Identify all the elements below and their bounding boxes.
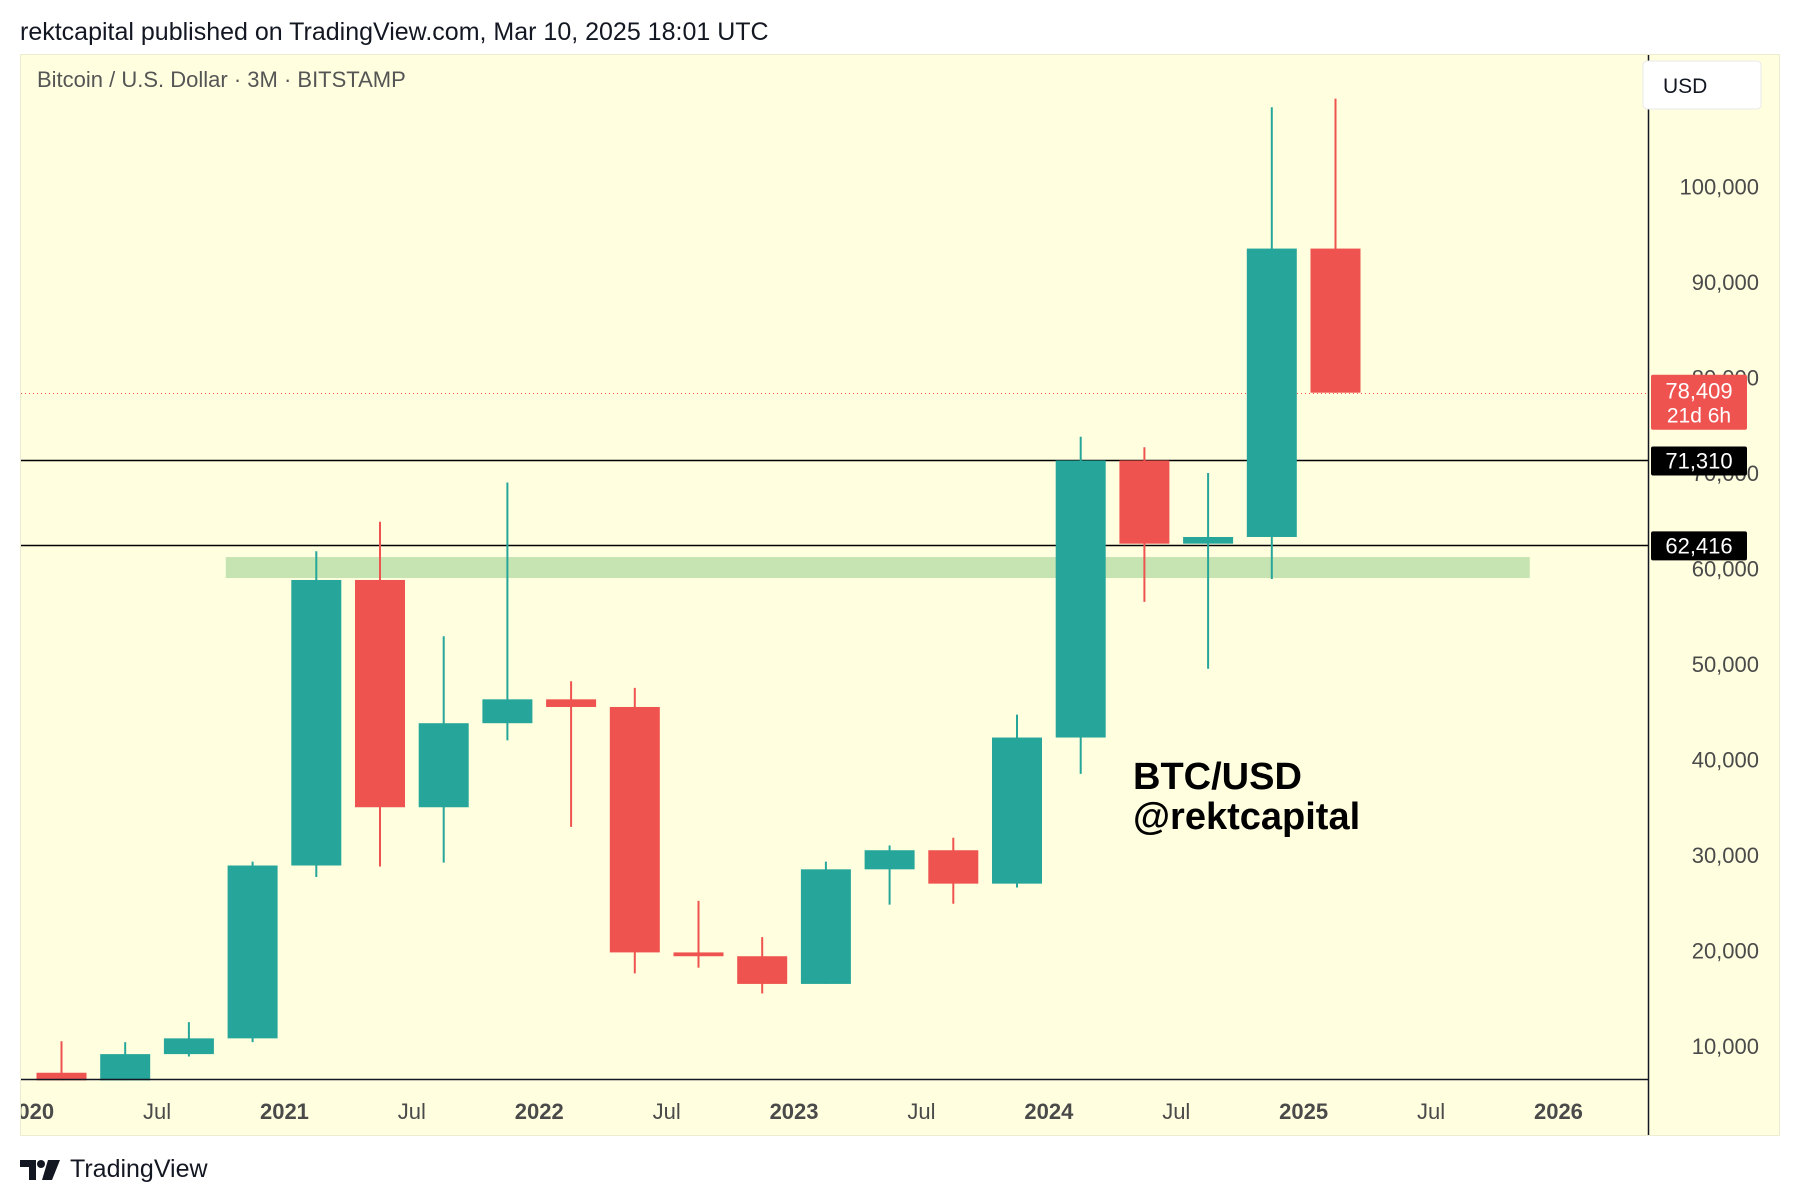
candle-body <box>100 1054 151 1081</box>
candle-2024-01 <box>1055 436 1106 774</box>
candle-2021-04 <box>355 521 405 867</box>
candle-2024-10 <box>1246 107 1297 580</box>
candle-body <box>1310 248 1361 393</box>
candle-body <box>1119 460 1170 544</box>
candle-2021-07 <box>418 636 469 863</box>
candle-2020-10 <box>227 861 278 1043</box>
x-tick-label: 2025 <box>1279 1099 1328 1124</box>
candle-2021-10 <box>482 482 533 741</box>
candle-body <box>546 699 597 707</box>
candle-body <box>36 1072 87 1081</box>
y-tick-label: 50,000 <box>1692 652 1759 677</box>
price-badge-label: 71,310 <box>1665 448 1732 473</box>
tradingview-brand: TradingView <box>70 1155 208 1183</box>
x-tick-label: 2020 <box>21 1099 54 1124</box>
price-badge-label: 62,416 <box>1665 533 1732 558</box>
candle-2024-07 <box>1183 473 1234 669</box>
y-tick-label: 10,000 <box>1692 1034 1759 1059</box>
y-tick-label: 90,000 <box>1692 270 1759 295</box>
y-tick-label: 100,000 <box>1679 175 1759 200</box>
candle-2020-07 <box>163 1022 214 1057</box>
x-tick-label: Jul <box>143 1099 171 1124</box>
watermark-symbol: BTC/USD <box>1133 756 1302 798</box>
current-price-value: 78,409 <box>1665 379 1732 404</box>
candle-body <box>1246 248 1297 537</box>
candle-body <box>291 579 342 866</box>
x-tick-label: Jul <box>1417 1099 1445 1124</box>
x-tick-label: 2026 <box>1534 1099 1583 1124</box>
current-price-badge-bg <box>1651 374 1747 430</box>
candle-body <box>609 706 660 953</box>
x-tick-label: Jul <box>398 1099 426 1124</box>
price-badge-71310: 71,310 <box>1651 446 1747 476</box>
candle-2023-10 <box>992 714 1042 888</box>
x-tick-label: 2021 <box>260 1099 309 1124</box>
y-tick-label: 20,000 <box>1692 939 1759 964</box>
candle-2022-01 <box>546 681 597 827</box>
candle-2023-07 <box>928 837 979 904</box>
y-tick-label: 40,000 <box>1692 748 1759 773</box>
x-tick-label: 2023 <box>770 1099 819 1124</box>
x-tick-label: Jul <box>653 1099 681 1124</box>
chart-title: Bitcoin / U.S. Dollar · 3M · BITSTAMP <box>37 67 406 92</box>
candle-body <box>1183 536 1234 544</box>
watermark-author: @rektcapital <box>1133 796 1360 838</box>
candle-body <box>1055 460 1106 738</box>
candle-body <box>482 699 533 724</box>
currency-button[interactable]: USD <box>1642 60 1762 110</box>
candle-2025-01 <box>1310 98 1361 393</box>
candle-body <box>737 956 788 984</box>
candle-2020-01 <box>36 1041 87 1081</box>
currency-label: USD <box>1663 75 1707 98</box>
price-badge-bg <box>1651 446 1747 476</box>
x-tick-label: Jul <box>1162 1099 1190 1124</box>
candle-body <box>864 850 915 870</box>
candle-body <box>418 723 469 808</box>
candle-body <box>163 1038 214 1055</box>
x-tick-label: 2022 <box>515 1099 564 1124</box>
footer: TradingView <box>20 1155 208 1184</box>
publish-header: rektcapital published on TradingView.com… <box>20 18 769 46</box>
candle-body <box>227 865 278 1039</box>
candle-body <box>928 850 979 884</box>
x-tick-label: Jul <box>907 1099 935 1124</box>
candle-2020-04 <box>100 1042 151 1081</box>
candle-body <box>992 737 1042 884</box>
candle-2023-04 <box>864 845 915 905</box>
btc-usd-candlestick-chart[interactable]: 10,00020,00030,00040,00050,00060,00070,0… <box>21 55 1779 1135</box>
candle-2024-04 <box>1119 447 1170 602</box>
candle-2021-01 <box>291 551 342 877</box>
price-badge-62416: 62,416 <box>1651 531 1747 561</box>
candle-2022-10 <box>737 937 788 994</box>
candle-2022-07 <box>673 900 724 968</box>
tradingview-logo-icon <box>20 1159 60 1180</box>
chart-frame[interactable]: 10,00020,00030,00040,00050,00060,00070,0… <box>20 54 1780 1136</box>
x-tick-label: 2024 <box>1024 1099 1074 1124</box>
y-tick-label: 30,000 <box>1692 843 1759 868</box>
support-zone <box>225 557 1530 579</box>
candle-body <box>673 952 724 957</box>
candle-body <box>800 869 851 984</box>
y-tick-label: 60,000 <box>1692 557 1759 582</box>
current-price-countdown: 21d 6h <box>1667 405 1731 428</box>
candle-2022-04 <box>609 687 660 974</box>
price-badge-bg <box>1651 531 1747 561</box>
candle-2023-01 <box>800 861 851 984</box>
candle-body <box>355 579 405 808</box>
